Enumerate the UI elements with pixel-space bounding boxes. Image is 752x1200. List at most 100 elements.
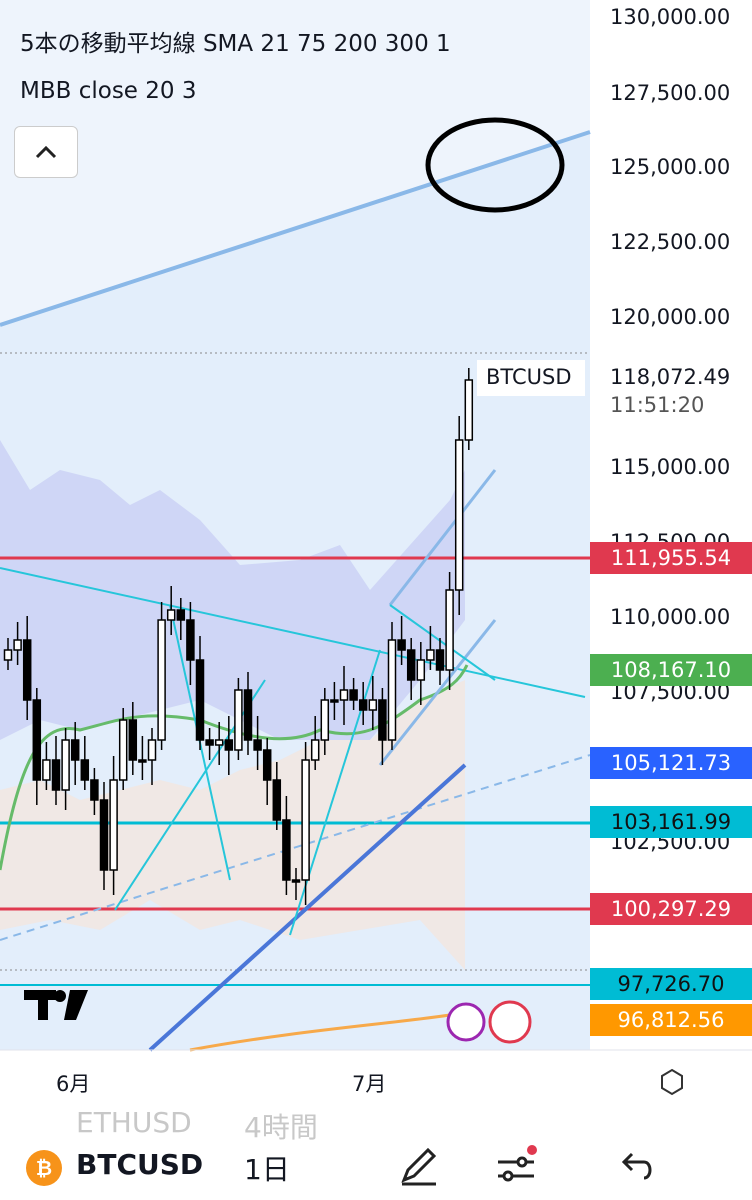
- ghost-interval: 4時間: [244, 1111, 318, 1144]
- price-tag: 105,121.73: [590, 747, 752, 779]
- coin-icon: ₿: [26, 1150, 62, 1186]
- symbol-label: BTCUSD: [486, 365, 572, 389]
- candle-body: [32, 699, 42, 781]
- channel-line: [388, 469, 497, 606]
- price-tick: 120,000.00: [610, 305, 731, 329]
- candle-body: [310, 739, 320, 761]
- candle-body: [291, 879, 301, 883]
- lower-band: [0, 680, 465, 970]
- candle-body: [378, 699, 387, 741]
- candle-body: [224, 739, 234, 751]
- candle-body: [445, 589, 454, 671]
- price-tag: 103,161.99: [590, 806, 752, 838]
- ma-line: [0, 664, 469, 871]
- candle-body: [147, 739, 157, 761]
- indicator-label[interactable]: 5本の移動平均線 SMA 21 75 200 300 1: [20, 31, 451, 57]
- chart: [0, 0, 752, 1096]
- candle-body: [387, 639, 397, 741]
- price-tick: 125,000.00: [610, 155, 731, 179]
- undo-icon[interactable]: [616, 1150, 656, 1184]
- ghost-symbol: ETHUSD: [76, 1106, 192, 1139]
- chevron: [35, 145, 57, 159]
- indicator-icon[interactable]: [494, 1144, 544, 1188]
- candle-body: [90, 779, 99, 801]
- price-tag: 111,955.54: [590, 542, 752, 574]
- candle-body: [51, 759, 61, 791]
- candle-body: [253, 739, 262, 751]
- candles: [3, 368, 474, 905]
- candle-body: [195, 659, 205, 741]
- candle-body: [262, 749, 272, 781]
- candle-body: [70, 739, 80, 761]
- candle-body: [339, 689, 349, 701]
- candle-body: [61, 739, 70, 791]
- draw-icon[interactable]: [396, 1144, 440, 1188]
- price-tick: 127,500.00: [610, 81, 731, 105]
- price-tick: 115,000.00: [610, 455, 731, 479]
- candle-body: [205, 739, 214, 746]
- candle-body: [128, 719, 138, 761]
- price-tick: 110,000.00: [610, 605, 731, 629]
- candle-body: [214, 739, 224, 746]
- candle-body: [138, 759, 147, 763]
- tv-logo: [24, 990, 88, 1020]
- ma-line: [148, 763, 467, 1052]
- candle-body: [186, 619, 195, 661]
- price-tag: 97,726.70: [590, 968, 752, 1000]
- bottom-bar: ETHUSD 4時間 ₿ BTCUSD 1日: [0, 1106, 752, 1200]
- candle-body: [99, 799, 109, 871]
- svg-text:₿: ₿: [36, 1156, 52, 1180]
- price-tag: 100,297.29: [590, 893, 752, 925]
- candle-body: [80, 759, 90, 781]
- candle-body: [243, 689, 253, 741]
- symbol-button[interactable]: BTCUSD: [76, 1148, 204, 1181]
- countdown: 11:51:20: [610, 393, 705, 417]
- time-tick: 6月: [56, 1072, 91, 1096]
- interval-button[interactable]: 1日: [244, 1153, 290, 1186]
- candle-body: [234, 689, 243, 751]
- candle-body: [330, 699, 339, 703]
- candle-body: [349, 689, 358, 701]
- candle-body: [109, 779, 118, 871]
- time-tick: 7月: [352, 1072, 387, 1096]
- circle-annotation: [425, 117, 565, 213]
- candle-body: [118, 719, 128, 781]
- price-tag: 108,167.10: [590, 654, 752, 686]
- trend-line: [0, 130, 591, 327]
- price-tick: 122,500.00: [610, 230, 731, 254]
- icon[interactable]: [488, 1000, 532, 1044]
- price-tick: 130,000.00: [610, 5, 731, 29]
- settings-icon[interactable]: [661, 1068, 683, 1096]
- candle-body: [406, 649, 416, 681]
- candle-body: [42, 759, 51, 781]
- indicator-label[interactable]: MBB close 20 3: [20, 78, 197, 104]
- bollinger-band: [0, 440, 465, 740]
- candle-body: [301, 759, 310, 881]
- candle-body: [416, 659, 426, 681]
- candle-body: [3, 649, 13, 661]
- icon[interactable]: [446, 1002, 486, 1042]
- candle-body: [454, 439, 464, 591]
- candle-body: [176, 609, 186, 621]
- trend-line: [0, 754, 591, 941]
- candle-body: [397, 639, 406, 651]
- price-tag: 96,812.56: [590, 1004, 752, 1036]
- collapse-button[interactable]: [14, 126, 78, 178]
- candle-body: [166, 609, 176, 621]
- candle-body: [358, 699, 368, 711]
- ma-line: [189, 1013, 451, 1052]
- symbol-label-bg: [477, 360, 585, 396]
- candle-body: [282, 819, 291, 881]
- candle-body: [320, 699, 330, 741]
- candle-body: [272, 779, 282, 821]
- channel-line: [378, 619, 497, 766]
- trend-line: [389, 604, 496, 681]
- candle-body: [13, 639, 22, 651]
- candle-body: [22, 639, 32, 701]
- candle-body: [426, 649, 435, 661]
- candle-body: [368, 699, 378, 711]
- candle-body: [157, 619, 166, 741]
- candle-body: [435, 649, 445, 671]
- last-price: 118,072.49: [610, 365, 731, 389]
